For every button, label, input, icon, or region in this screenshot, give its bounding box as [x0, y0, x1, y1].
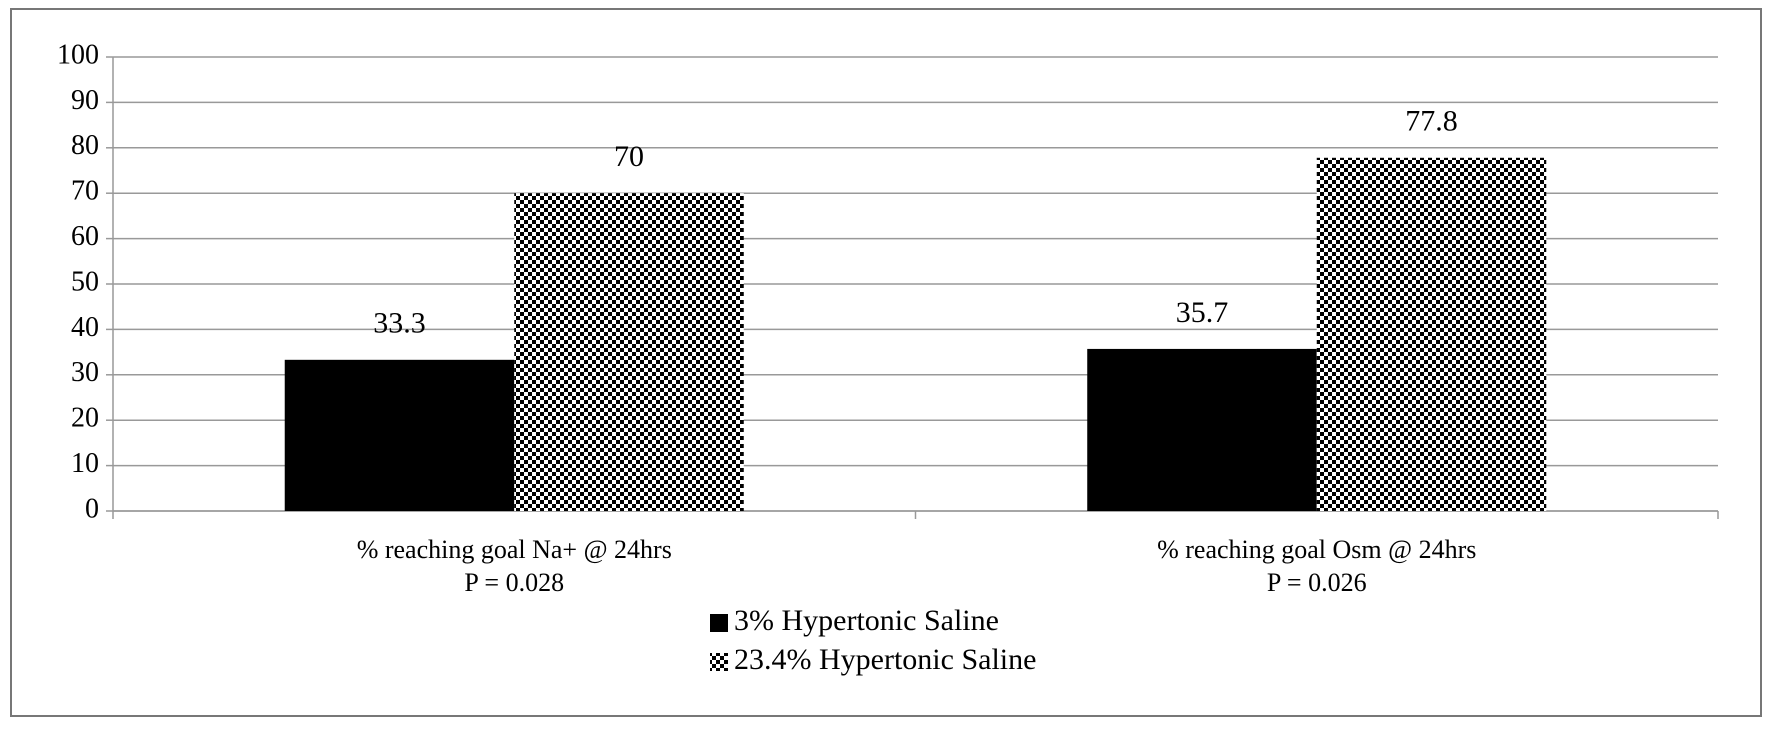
x-tick-label: P = 0.028: [464, 568, 564, 597]
legend-swatch: [710, 653, 728, 671]
y-tick-label: 50: [71, 266, 99, 297]
bar: [514, 193, 744, 511]
y-tick-label: 10: [71, 448, 99, 479]
y-tick-label: 80: [71, 130, 99, 161]
x-tick-label: % reaching goal Osm @ 24hrs: [1157, 535, 1476, 564]
y-tick-label: 90: [71, 85, 99, 116]
y-tick-label: 100: [57, 39, 99, 70]
data-label: 70: [614, 140, 644, 173]
y-tick-label: 0: [85, 493, 99, 524]
bar: [284, 359, 515, 511]
data-label: 35.7: [1176, 296, 1229, 329]
legend-label: 23.4% Hypertonic Saline: [734, 643, 1036, 676]
data-label: 33.3: [373, 307, 426, 340]
legend-swatch: [710, 614, 728, 632]
data-label: 77.8: [1405, 105, 1458, 138]
y-tick-label: 20: [71, 403, 99, 434]
bar: [1087, 348, 1317, 511]
x-tick-label: P = 0.026: [1267, 568, 1367, 597]
legend-label: 3% Hypertonic Saline: [734, 604, 999, 637]
x-tick-label: % reaching goal Na+ @ 24hrs: [357, 535, 672, 564]
y-tick-label: 70: [71, 176, 99, 207]
y-tick-label: 60: [71, 221, 99, 252]
y-tick-label: 30: [71, 357, 99, 388]
y-tick-label: 40: [71, 312, 99, 343]
bar: [1316, 157, 1547, 511]
